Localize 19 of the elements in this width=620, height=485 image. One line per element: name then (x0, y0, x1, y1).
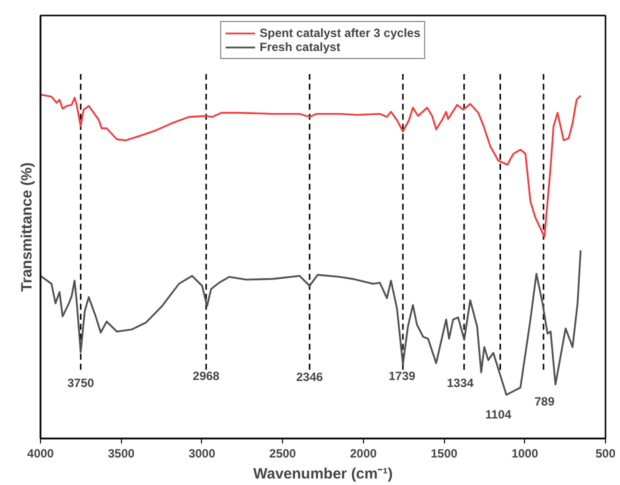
annotation: 2968 (192, 369, 220, 384)
legend-label: Spent catalyst after 3 cycles (260, 26, 420, 40)
legend-label: Fresh catalyst (260, 40, 340, 54)
x-tick-label: 4000 (27, 446, 54, 460)
x-tick-label: 500 (595, 446, 616, 460)
annotation: 1739 (388, 369, 416, 384)
annotation: 1334 (446, 376, 474, 390)
x-axis-title: Wavenumber (cm⁻¹) (253, 466, 393, 482)
x-tick-label: 3500 (108, 446, 135, 460)
x-tick-label: 1500 (430, 446, 458, 460)
annotation: 2346 (296, 370, 324, 384)
x-tick-label: 2000 (350, 446, 378, 460)
annotation: 1104 (485, 408, 512, 422)
x-tick-label: 1000 (511, 446, 538, 460)
annotation: 3750 (67, 376, 94, 390)
x-tick-label: 2500 (269, 446, 296, 460)
y-axis-title: Transmittance (%) (18, 162, 36, 292)
annotation: 789 (534, 394, 555, 409)
x-tick-label: 3000 (188, 446, 216, 460)
